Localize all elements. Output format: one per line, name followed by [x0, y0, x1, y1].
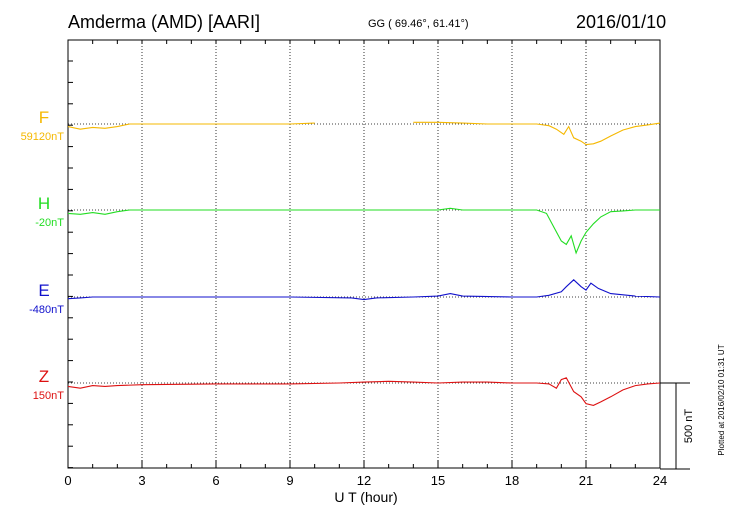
series-line-H	[67, 207, 660, 255]
series-lines	[67, 121, 661, 406]
x-tick-label: 3	[138, 473, 145, 488]
series-name-Z: Z	[39, 367, 49, 386]
series-line-F-segment2	[413, 121, 661, 146]
x-tick-label: 24	[653, 473, 667, 488]
x-tick-label: 18	[505, 473, 519, 488]
scale-label: 500 nT	[683, 409, 695, 444]
x-ticks: 0 3 6 9 12 15 18 21 24	[64, 40, 667, 488]
plotted-note: Plotted at 2016/02/10 01:31 UT	[717, 344, 726, 455]
series-line-Z	[67, 377, 661, 406]
x-tick-label: 0	[64, 473, 71, 488]
series-name-H: H	[38, 194, 50, 213]
baseline-label-H: -20nT	[35, 217, 64, 229]
grid-lines	[141, 40, 587, 468]
x-tick-label: 9	[286, 473, 293, 488]
series-name-F: F	[39, 108, 49, 127]
coords-label: GG ( 69.46°, 61.41°)	[368, 18, 469, 30]
series-line-F	[67, 122, 315, 130]
date-label: 2016/01/10	[576, 12, 666, 32]
series-line-E	[67, 279, 661, 301]
station-title: Amderma (AMD) [AARI]	[68, 12, 260, 32]
x-tick-label: 15	[431, 473, 445, 488]
baseline-label-F: 59120nT	[21, 131, 65, 143]
baseline-label-E: -480nT	[29, 304, 64, 316]
series-name-E: E	[38, 281, 49, 300]
x-axis-label: U T (hour)	[334, 489, 397, 505]
x-tick-label: 21	[579, 473, 593, 488]
series-labels: F 59120nT H -20nT E -480nT Z 150nT	[21, 108, 65, 402]
x-tick-label: 12	[357, 473, 371, 488]
baseline-label-Z: 150nT	[33, 390, 64, 402]
x-tick-label: 6	[212, 473, 219, 488]
scale-bar: 500 nT	[660, 382, 695, 470]
